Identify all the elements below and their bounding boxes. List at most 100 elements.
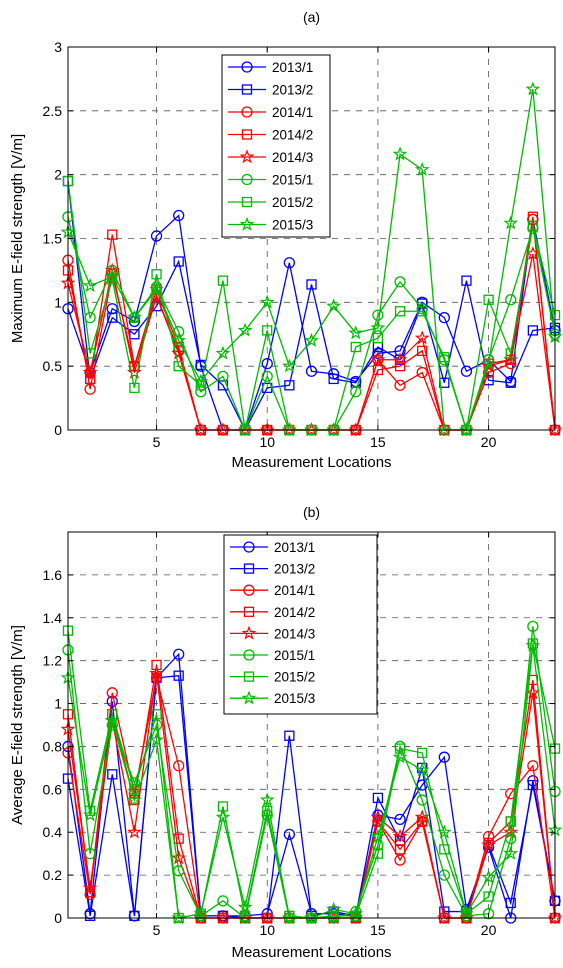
data-point: [106, 687, 118, 699]
data-point: [414, 161, 430, 176]
data-point: [392, 828, 408, 843]
data-point: [84, 910, 96, 922]
data-point: [438, 869, 450, 881]
data-point: [82, 880, 98, 895]
x-tick-label: 5: [153, 922, 161, 938]
data-point: [372, 347, 384, 360]
data-point: [350, 341, 361, 353]
y-tick-label: 1.5: [43, 231, 63, 247]
series-line: [67, 219, 556, 431]
data-point: [306, 279, 317, 290]
data-point: [282, 358, 297, 373]
data-point: [417, 306, 428, 317]
data-point: [127, 364, 142, 379]
data-point: [215, 809, 231, 824]
data-point: [215, 910, 231, 925]
data-point: [372, 332, 384, 344]
data-point: [149, 665, 164, 680]
data-point: [151, 269, 162, 280]
chart-a: 5 10 15 20 0 0.5 1 1.5 2 2.5 3 (a) Measurement Locat…: [9, 9, 563, 471]
data-point: [547, 910, 563, 925]
data-point: [438, 312, 450, 324]
data-point: [505, 294, 517, 306]
data-point: [237, 322, 253, 337]
data-point: [482, 830, 495, 843]
data-point: [173, 209, 185, 222]
data-point: [104, 712, 120, 727]
legend-label: 2014/1: [272, 105, 313, 120]
data-point: [370, 809, 386, 824]
data-point: [394, 743, 406, 754]
data-point: [284, 380, 295, 391]
data-point: [326, 298, 341, 313]
legend-label: 2014/2: [274, 605, 315, 620]
data-point: [149, 732, 164, 747]
legend-marker: [241, 106, 253, 118]
legend: 2013/1 2013/2 2014/1 2014/2 2014/3 2015/1 2015…: [221, 54, 331, 238]
series-line: [67, 89, 556, 431]
y-tick-label: 1.6: [43, 567, 63, 583]
data-point: [348, 422, 364, 437]
legend-marker: [241, 625, 257, 640]
data-point: [372, 792, 384, 804]
legend-box: [221, 54, 331, 238]
y-tick-label: 0: [54, 910, 62, 926]
data-point: [129, 910, 140, 922]
legend-label: 2015/2: [272, 195, 313, 210]
data-point: [459, 905, 474, 920]
data-point: [173, 670, 184, 681]
data-point: [460, 365, 473, 377]
data-point: [84, 348, 96, 359]
legend-label: 2014/3: [272, 150, 313, 165]
data-point: [527, 220, 539, 231]
data-point: [107, 229, 118, 240]
data-point: [237, 899, 253, 914]
data-point: [370, 320, 386, 335]
x-tick-label: 15: [370, 434, 386, 450]
data-point: [525, 81, 541, 96]
data-point: [416, 366, 428, 379]
data-point: [304, 332, 319, 347]
chart-b: 5 10 15 20 0 0.2 0.4 0.6 0.8 1 1.2 1.4 1.6 (b) Measure…: [9, 504, 563, 961]
y-axis-label: Average E-field strength [V/m]: [9, 625, 26, 825]
series-2015-3: [60, 81, 563, 437]
data-point: [283, 257, 296, 269]
data-point: [527, 325, 539, 336]
data-point: [326, 901, 341, 916]
data-point: [151, 659, 162, 671]
data-point: [217, 895, 229, 907]
legend-marker: [241, 61, 253, 73]
data-point: [84, 805, 96, 816]
y-tick-label: 1.4: [43, 610, 63, 626]
data-point: [525, 637, 541, 652]
data-point: [527, 779, 539, 791]
legend-marker: [241, 690, 257, 705]
data-point: [173, 648, 185, 660]
data-point: [483, 891, 494, 902]
y-tick-label: 0.2: [43, 867, 63, 883]
data-point: [348, 905, 364, 920]
data-point: [505, 348, 516, 359]
data-point: [171, 850, 187, 865]
data-point: [394, 844, 406, 855]
x-tick-label: 15: [370, 922, 386, 938]
data-point: [348, 325, 364, 340]
data-point: [481, 358, 496, 373]
legend-label: 2014/2: [272, 128, 313, 143]
data-point: [171, 910, 187, 925]
data-point: [261, 370, 273, 383]
data-point: [84, 848, 96, 860]
data-point: [215, 422, 231, 437]
data-point: [394, 379, 406, 391]
chart-title: (b): [303, 504, 320, 520]
data-point: [372, 309, 384, 321]
data-point: [503, 215, 519, 230]
data-point: [195, 386, 207, 398]
data-point: [193, 373, 209, 388]
data-point: [394, 306, 406, 317]
y-axis-label: Maximum E-field strength [V/m]: [9, 134, 26, 343]
data-point: [284, 730, 295, 741]
data-point: [436, 910, 452, 925]
data-point: [173, 326, 185, 338]
y-tick-label: 1: [54, 294, 62, 310]
